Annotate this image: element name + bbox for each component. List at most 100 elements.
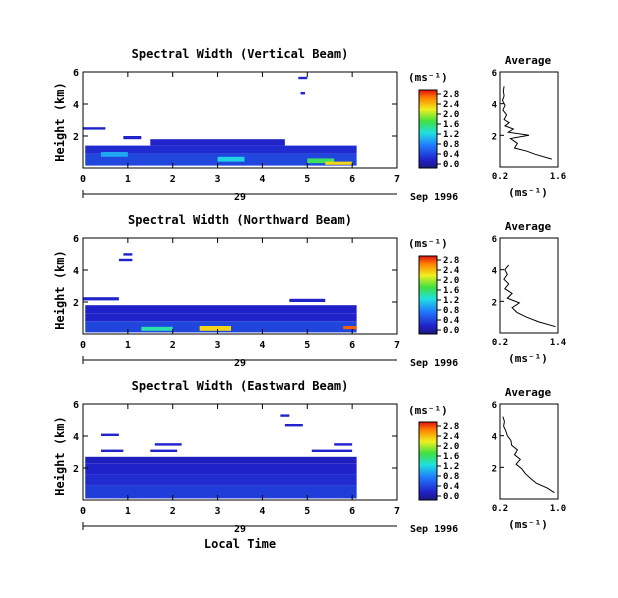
day-label: 29 [234, 358, 246, 369]
panel-title: Spectral Width (Northward Beam) [128, 213, 352, 227]
heatmap-cell [217, 156, 245, 162]
profile-y-tick-label: 6 [492, 235, 497, 245]
colorbar-tick-label: 0.8 [443, 306, 459, 316]
plot-frame [82, 71, 398, 169]
heatmap-cell [83, 127, 106, 130]
heatmap-cells [83, 253, 357, 333]
heatmap-cell [118, 258, 133, 262]
heatmap-cell [298, 76, 308, 80]
profile-frame [499, 71, 559, 168]
heatmap-cell [100, 433, 119, 436]
colorbar-tick-label: 0.0 [443, 326, 459, 336]
heatmap-cell [154, 443, 182, 446]
heatmap-cells [83, 76, 357, 166]
heatmap-cell [123, 136, 142, 140]
heatmap-cell [280, 414, 290, 417]
heatmap-cell [150, 449, 178, 452]
colorbar-tick-label: 0.4 [443, 150, 460, 160]
colorbar-tick-label: 2.8 [443, 90, 459, 100]
x-tick-label: 0 [80, 506, 86, 517]
x-tick-label: 3 [215, 340, 221, 351]
heatmap-cell [343, 326, 357, 330]
colorbar [418, 255, 438, 335]
heatmap-cell [334, 443, 353, 446]
colorbar-ticks: 0.00.40.81.21.62.02.42.8 [437, 90, 460, 170]
heatmap-cells [85, 414, 357, 499]
heatmap-cell [141, 326, 173, 331]
colorbar-tick-label: 1.2 [443, 296, 459, 306]
profile-x-tick-label: 1.4 [550, 338, 567, 348]
profile-plot: 2 4 6 0.2 1.4 [492, 235, 567, 348]
profile-x-tick-label: 0.2 [492, 338, 508, 348]
panel-vertical-beam: Spectral Width (Vertical Beam) Height (k… [53, 47, 566, 203]
y-tick-label: 2 [73, 464, 79, 475]
date-label: Sep 1996 [410, 192, 458, 203]
profile-plot: 2 4 6 0.2 1.6 [492, 69, 567, 182]
colorbar-tick-label: 0.8 [443, 140, 459, 150]
x-tick-label: 3 [215, 174, 221, 185]
x-tick-label: 1 [125, 506, 131, 517]
y-tick-label: 4 [73, 100, 79, 111]
profile-y-tick-label: 4 [492, 267, 498, 277]
date-label: Sep 1996 [410, 524, 458, 535]
profile-y-tick-label: 4 [492, 433, 498, 443]
profile-title: Average [505, 220, 552, 233]
colorbar-ticks: 0.00.40.81.21.62.02.42.8 [437, 256, 460, 336]
heatmap-cell [300, 92, 306, 95]
date-label: Sep 1996 [410, 358, 458, 369]
x-tick-label: 5 [304, 174, 310, 185]
x-tick-label: 2 [170, 506, 176, 517]
y-tick-label: 4 [73, 432, 79, 443]
heatmap-cell [311, 449, 353, 452]
colorbar-tick-label: 0.8 [443, 472, 459, 482]
heatmap-cell [199, 326, 232, 331]
panel-northward-beam: Spectral Width (Northward Beam) Height (… [53, 213, 567, 369]
x-tick-label: 2 [170, 174, 176, 185]
y-axis-label: Height (km) [53, 416, 67, 495]
colorbar-tick-label: 2.8 [443, 422, 459, 432]
panel-title: Spectral Width (Eastward Beam) [132, 379, 349, 393]
y-tick-label: 4 [73, 266, 79, 277]
colorbar-unit: (ms⁻¹) [408, 71, 448, 84]
y-axis-label: Height (km) [53, 250, 67, 329]
profile-title: Average [505, 386, 552, 399]
panel-title: Spectral Width (Vertical Beam) [132, 47, 349, 61]
x-tick-label: 6 [349, 506, 355, 517]
profile-y-tick-label: 2 [492, 464, 497, 474]
profile-line [503, 264, 556, 328]
main-axes: 0 1 2 3 4 5 6 7 2 4 6 [73, 234, 400, 364]
x-tick-label: 7 [394, 340, 400, 351]
panel-eastward-beam: Spectral Width (Eastward Beam) Height (k… [53, 379, 566, 535]
colorbar-tick-label: 2.0 [443, 110, 459, 120]
colorbar-tick-label: 1.6 [443, 452, 459, 462]
heatmap-cell [100, 449, 124, 452]
colorbar-tick-label: 0.4 [443, 482, 460, 492]
heatmap-cell [123, 253, 133, 256]
profile-y-tick-label: 6 [492, 69, 497, 79]
profile-y-tick-label: 2 [492, 298, 497, 308]
colorbar [418, 89, 438, 169]
x-tick-label: 3 [215, 506, 221, 517]
x-tick-label: 0 [80, 174, 86, 185]
y-tick-label: 6 [73, 234, 79, 245]
heatmap-cell [83, 297, 119, 301]
colorbar-tick-label: 0.0 [443, 160, 459, 170]
profile-x-tick-label: 1.6 [550, 172, 566, 182]
colorbar-tick-label: 2.4 [443, 432, 460, 442]
colorbar [418, 421, 438, 501]
profile-frame [499, 403, 559, 500]
profile-line [502, 416, 555, 494]
profile-line [501, 86, 552, 160]
x-tick-label: 5 [304, 506, 310, 517]
heatmap-cell [325, 161, 353, 165]
profile-unit: (ms⁻¹) [508, 352, 548, 365]
heatmap-cell [307, 158, 335, 164]
profile-title: Average [505, 54, 552, 67]
colorbar-unit: (ms⁻¹) [408, 404, 448, 417]
y-tick-label: 6 [73, 400, 79, 411]
heatmap-cell [284, 424, 303, 427]
profile-x-tick-label: 0.2 [492, 172, 508, 182]
plot-frame [82, 237, 398, 335]
colorbar-ticks: 0.00.40.81.21.62.02.42.8 [437, 422, 460, 502]
